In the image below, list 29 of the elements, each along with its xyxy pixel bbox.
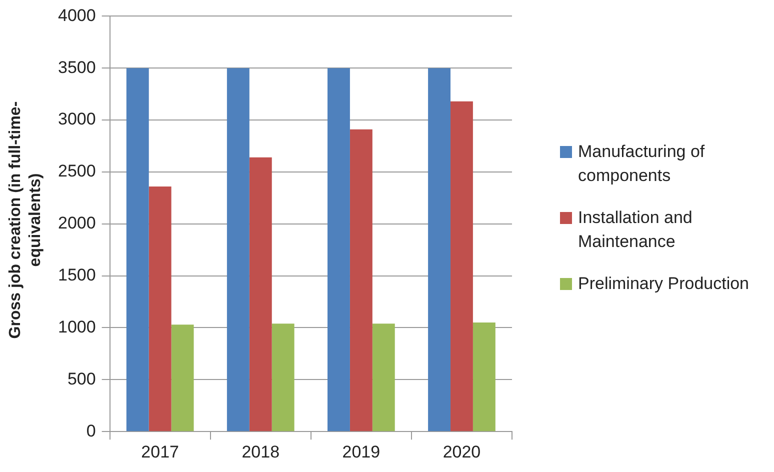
bar [272,324,294,432]
y-tick-label: 500 [67,369,96,388]
bar [328,68,350,432]
x-tick-label: 2020 [442,442,481,462]
y-tick-label: 3000 [58,110,96,129]
bar [226,68,250,432]
bar [428,68,450,432]
bar [171,324,194,432]
x-tick-label: 2019 [342,442,380,462]
legend-label: Manufacturing of components [578,141,706,187]
y-tick-label: 3500 [58,58,96,77]
y-tick-label: 1500 [58,266,96,285]
legend-label: Preliminary Production [578,273,750,295]
y-tick-label: 2500 [58,162,96,181]
bar [249,157,272,432]
bar [372,324,395,432]
y-tick-label: 4000 [58,6,96,25]
bar [126,68,149,432]
y-tick-label: 1000 [58,317,96,336]
bar [472,322,496,432]
bar [148,186,172,432]
legend-label: Installation and Maintenance [578,207,694,253]
bar [450,101,473,432]
y-tick-label: 0 [86,421,96,440]
x-tick-label: 2018 [242,442,280,462]
x-tick-label: 2017 [141,442,180,462]
y-tick-label: 2000 [58,214,96,233]
bar [350,129,372,432]
y-axis-title: Gross job creation (in full-time-equivalents) [6,100,45,341]
